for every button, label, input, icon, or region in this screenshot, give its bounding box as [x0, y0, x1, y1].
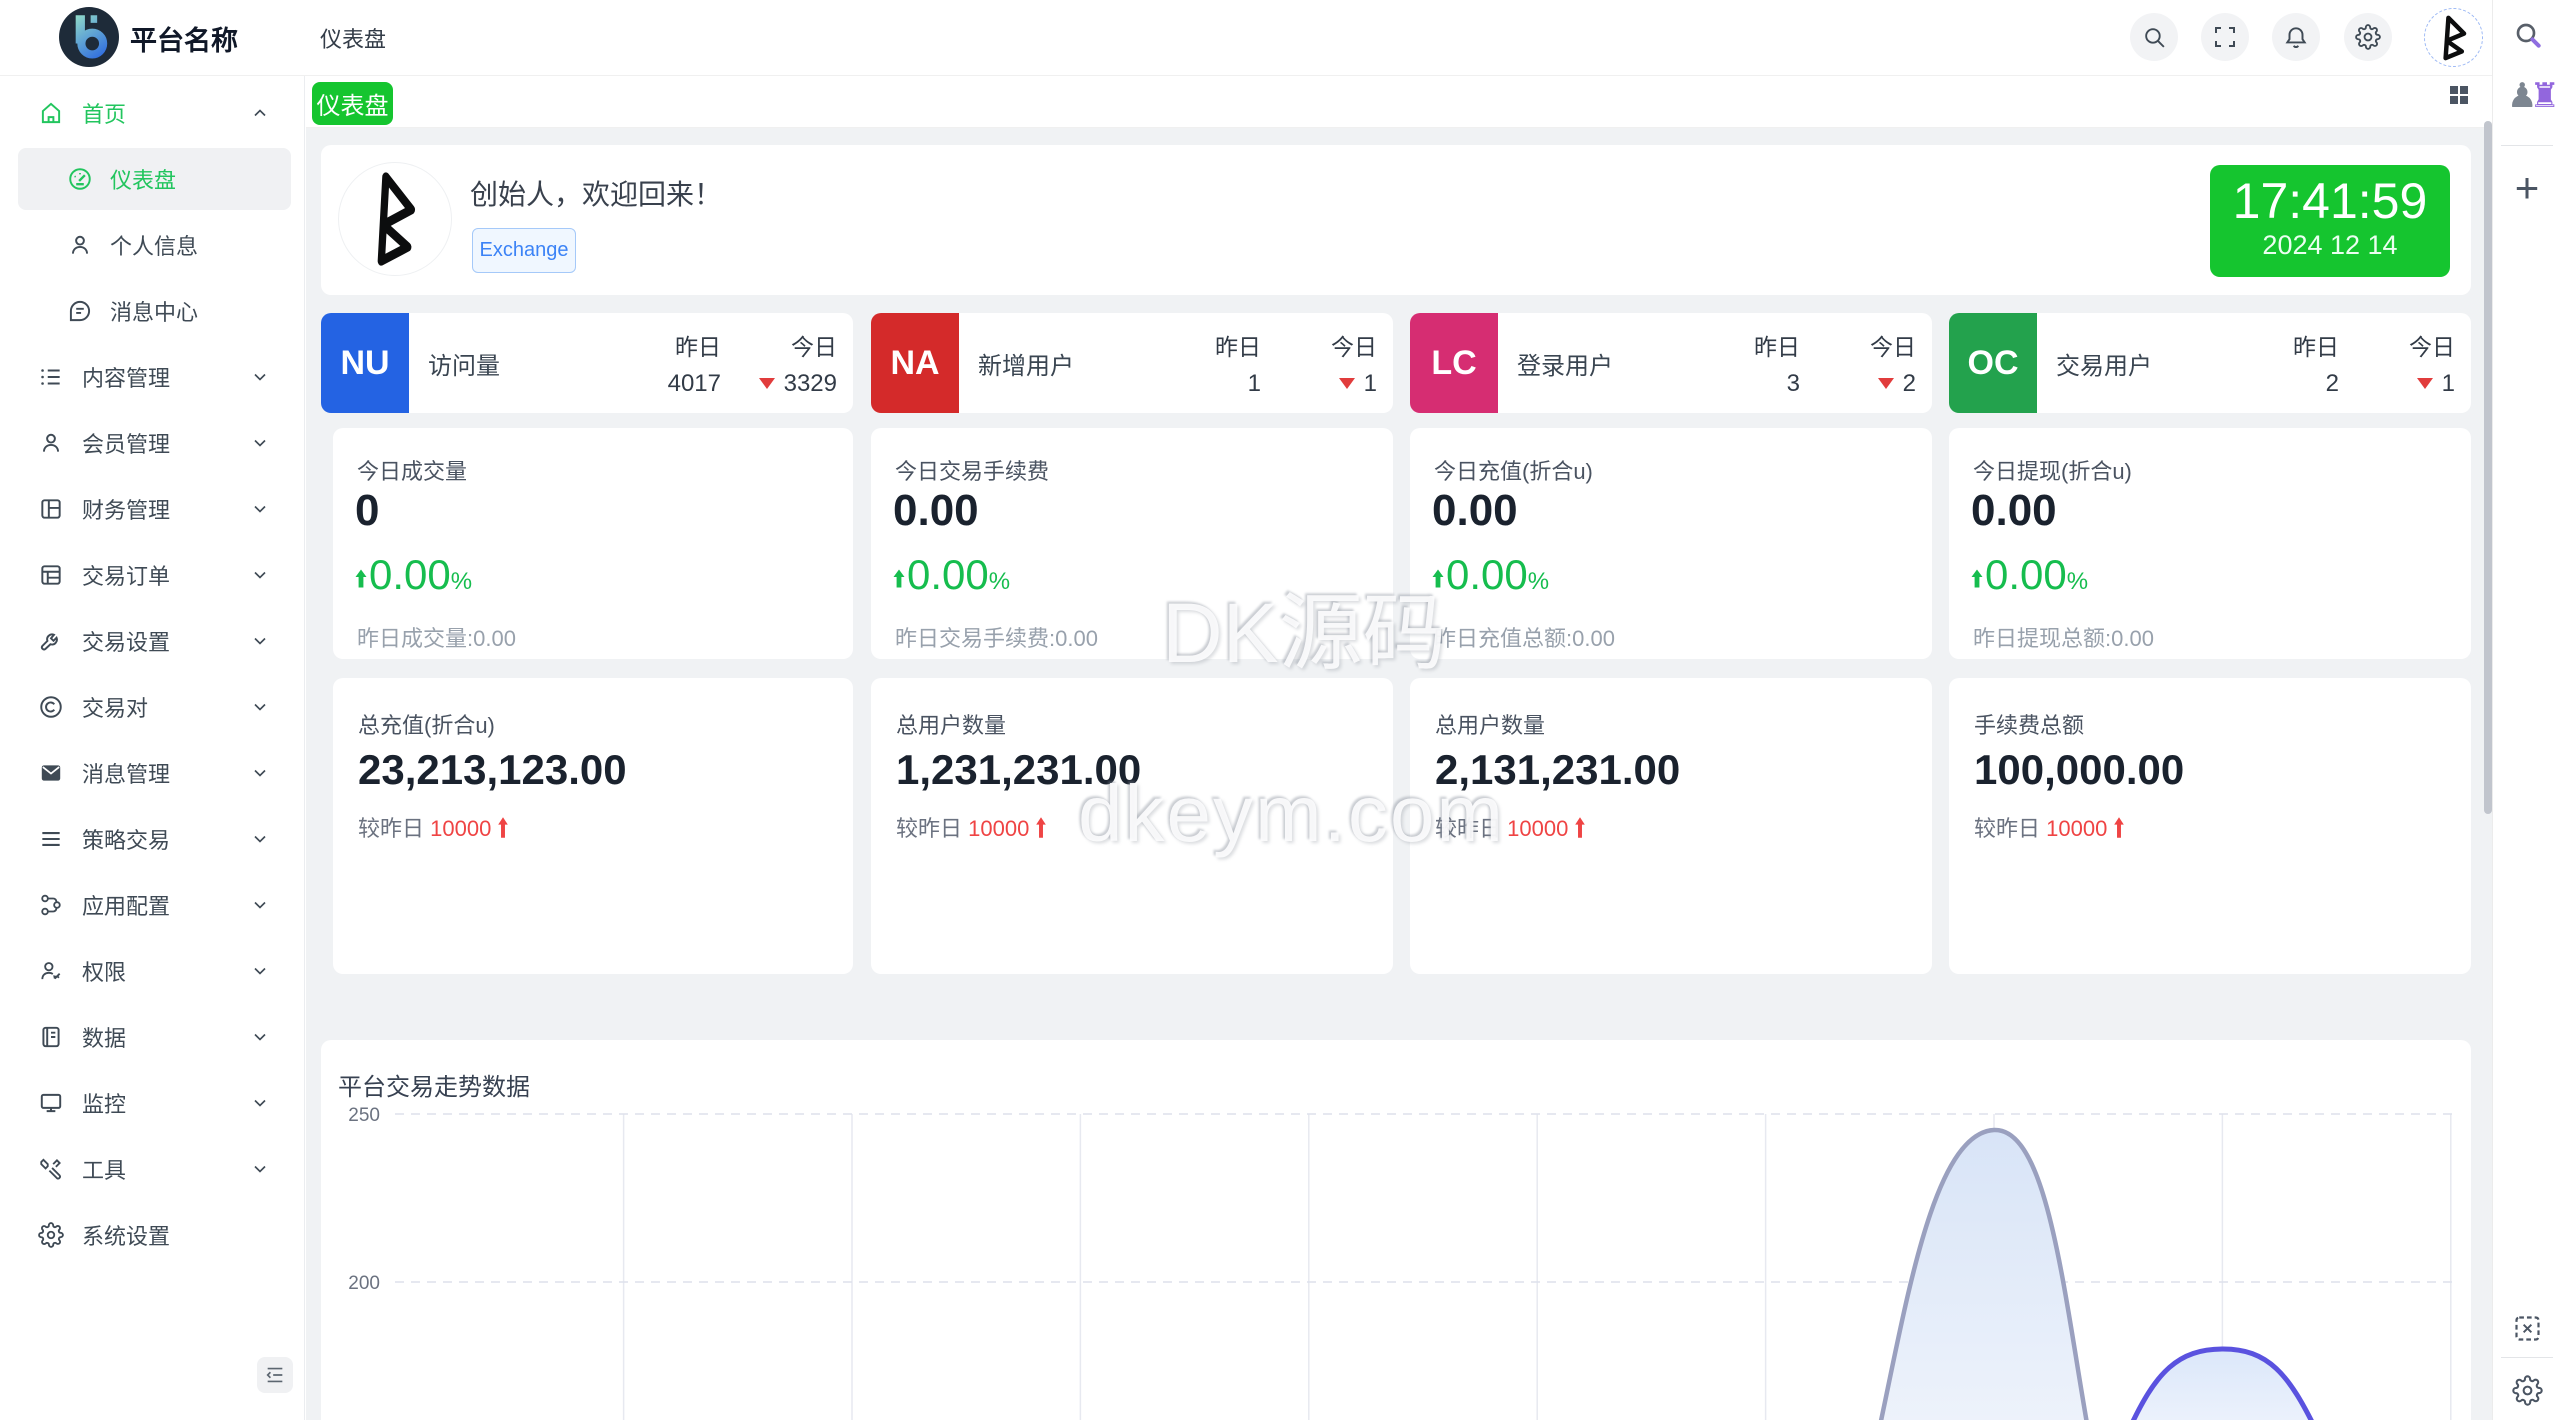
svg-text:200: 200 — [348, 1273, 380, 1294]
svg-text:250: 250 — [348, 1105, 380, 1126]
